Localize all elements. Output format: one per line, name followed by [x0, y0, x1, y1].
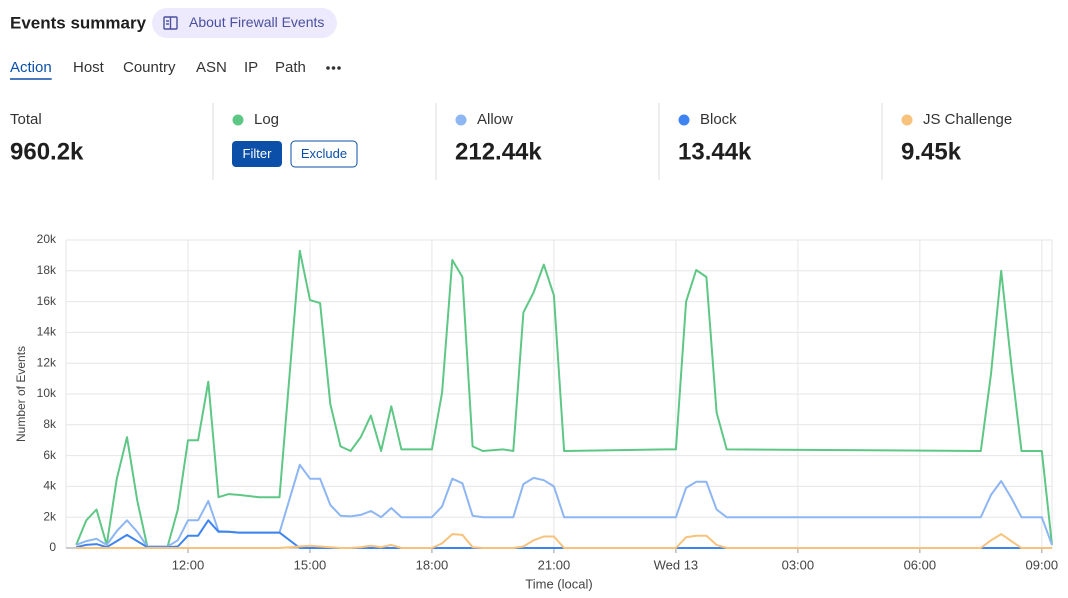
tab[interactable]: ASN: [196, 59, 227, 76]
book-icon: [163, 16, 178, 30]
exclude-button[interactable]: [290, 140, 358, 168]
link-text[interactable]: About Firewall Events: [189, 14, 324, 30]
series-line: [75, 519, 1052, 549]
series-line: [75, 463, 1053, 548]
stat-label: Log: [254, 111, 279, 128]
y-tick-label: 14k: [37, 325, 57, 339]
legend-dot: [901, 114, 913, 126]
dot[interactable]: [331, 66, 336, 70]
stat-label: JS Challenge: [923, 111, 1012, 128]
legend-dot: [455, 114, 467, 126]
tab[interactable]: IP: [244, 59, 258, 76]
y-tick-label: 12k: [37, 355, 57, 369]
tab[interactable]: Path: [275, 59, 306, 76]
about-link[interactable]: About Firewall Events: [152, 8, 337, 38]
y-tick-label: 4k: [43, 479, 57, 493]
x-tick-label: 03:00: [782, 557, 815, 572]
x-tick-label: Wed 13: [654, 557, 699, 572]
y-tick-label: 10k: [37, 386, 57, 400]
chart: 0 2k 4k 6k 8k 10k 12k 14k 16k 18k 20k 12:00 15:00 18:…: [14, 232, 1058, 591]
dot[interactable]: [326, 66, 330, 70]
y-axis-title: Number of Events: [14, 346, 28, 442]
y-tick-label: 16k: [37, 294, 57, 308]
filter-button[interactable]: [232, 141, 282, 167]
dot[interactable]: [337, 66, 341, 70]
stat-value: 13.44k: [678, 138, 752, 165]
stat-value: 212.44k: [455, 138, 542, 165]
y-tick-label: 18k: [37, 263, 57, 277]
x-axis-title: Time (local): [525, 576, 592, 591]
exclude-label[interactable]: Exclude: [301, 146, 347, 161]
more-tabs[interactable]: [326, 66, 341, 70]
y-tick-label: 6k: [43, 448, 57, 462]
stat-value: 960.2k: [10, 138, 84, 165]
stat-label: Allow: [477, 111, 513, 128]
series-line: [75, 249, 1053, 548]
y-tick-label: 20k: [37, 232, 57, 246]
x-tick-label: 21:00: [538, 557, 571, 572]
y-tick-label: 2k: [43, 509, 57, 523]
y-tick-label: 8k: [43, 417, 57, 431]
stat-value: 9.45k: [901, 138, 962, 165]
x-tick-label: 06:00: [904, 557, 937, 572]
x-tick-label: 12:00: [172, 557, 205, 572]
link-pill[interactable]: [152, 8, 337, 38]
x-tick-label: 18:00: [416, 557, 449, 572]
legend-dot: [232, 114, 244, 126]
series-line: [76, 533, 1052, 549]
stats: Log Filter Exclude Allow 212.44k Block 13.44k J…: [212, 103, 1012, 180]
tab[interactable]: Host: [73, 59, 105, 76]
page-title: Events summary: [10, 13, 147, 32]
tabs: Action Host Country ASN IP Path: [10, 59, 306, 80]
stat-label: Block: [700, 111, 737, 128]
legend-dot: [678, 114, 690, 126]
stat-label: Total: [10, 111, 42, 128]
tab[interactable]: Action: [10, 59, 52, 76]
filter-label[interactable]: Filter: [243, 146, 273, 161]
x-tick-label: 09:00: [1026, 557, 1059, 572]
y-tick-label: 0: [49, 540, 56, 554]
tab[interactable]: Country: [123, 59, 176, 76]
x-tick-label: 15:00: [294, 557, 327, 572]
